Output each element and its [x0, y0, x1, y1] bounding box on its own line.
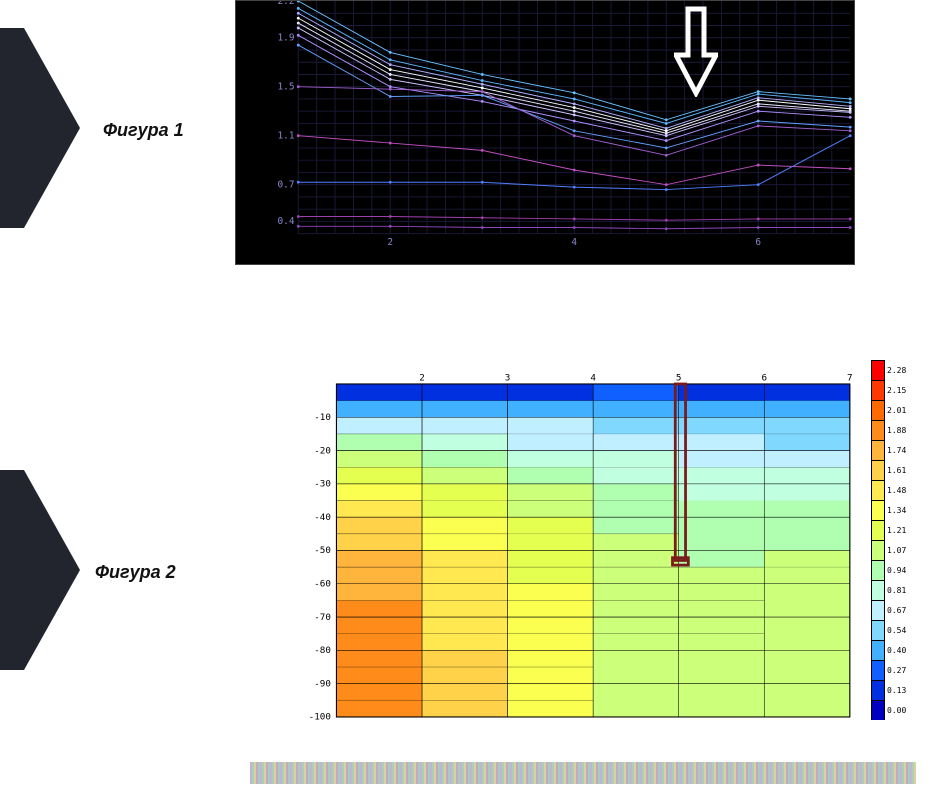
legend-row: 1.61 — [871, 460, 915, 480]
figure-1-label: Фигура 1 — [103, 120, 184, 141]
svg-text:-100: -100 — [309, 712, 331, 723]
svg-text:-70: -70 — [314, 612, 331, 623]
noise-strip — [250, 762, 916, 784]
svg-text:-20: -20 — [314, 445, 331, 456]
legend-row: 0.67 — [871, 600, 915, 620]
svg-text:-80: -80 — [314, 645, 331, 656]
chevron-shape-1 — [0, 28, 80, 228]
svg-text:5: 5 — [676, 372, 682, 383]
legend-row: 2.01 — [871, 400, 915, 420]
legend-row: 1.34 — [871, 500, 915, 520]
svg-text:3: 3 — [505, 372, 511, 383]
legend-row: 0.00 — [871, 700, 915, 720]
legend-row: 0.81 — [871, 580, 915, 600]
chart-2-color-legend: 2.282.152.011.881.741.611.481.341.211.07… — [871, 360, 915, 720]
svg-text:-40: -40 — [314, 512, 331, 523]
svg-text:2: 2 — [387, 237, 393, 248]
svg-text:6: 6 — [761, 372, 767, 383]
legend-row: 1.07 — [871, 540, 915, 560]
svg-text:4: 4 — [571, 237, 577, 248]
legend-row: 2.15 — [871, 380, 915, 400]
svg-text:0.4: 0.4 — [277, 216, 294, 227]
svg-text:4: 4 — [590, 372, 596, 383]
svg-text:-30: -30 — [314, 479, 331, 490]
legend-row: 1.74 — [871, 440, 915, 460]
svg-text:1.5: 1.5 — [277, 82, 294, 93]
svg-text:-60: -60 — [314, 579, 331, 590]
svg-text:1.9: 1.9 — [277, 33, 294, 44]
svg-text:6: 6 — [755, 237, 761, 248]
legend-row: 2.28 — [871, 360, 915, 380]
chart-1-line-plot: 0.4 0.7 1.1 1.5 1.9 2.2 2 4 6 — [235, 0, 855, 265]
legend-row: 1.21 — [871, 520, 915, 540]
legend-row: 0.40 — [871, 640, 915, 660]
chevron-shape-2 — [0, 470, 80, 670]
chart-2-heatmap: 2 3 4 5 6 7 -10 -20 -30 -40 -50 -60 -70 -80 -90 -100 2.… — [255, 346, 915, 738]
svg-text:-10: -10 — [314, 412, 331, 423]
svg-text:7: 7 — [847, 372, 853, 383]
chart-1-svg: 0.4 0.7 1.1 1.5 1.9 2.2 2 4 6 — [270, 1, 854, 248]
figure-2-label: Фигура 2 — [95, 562, 176, 583]
legend-row: 0.94 — [871, 560, 915, 580]
chart-2-svg: 2 3 4 5 6 7 -10 -20 -30 -40 -50 -60 -70 -80 -90 -100 — [305, 364, 860, 724]
legend-row: 1.48 — [871, 480, 915, 500]
legend-row: 0.27 — [871, 660, 915, 680]
svg-text:-50: -50 — [314, 545, 331, 556]
svg-text:0.7: 0.7 — [277, 179, 294, 190]
legend-row: 1.88 — [871, 420, 915, 440]
legend-row: 0.13 — [871, 680, 915, 700]
legend-row: 0.54 — [871, 620, 915, 640]
svg-text:2.2: 2.2 — [277, 1, 294, 7]
svg-text:1.1: 1.1 — [277, 131, 294, 142]
svg-text:2: 2 — [419, 372, 425, 383]
svg-text:-90: -90 — [314, 678, 331, 689]
